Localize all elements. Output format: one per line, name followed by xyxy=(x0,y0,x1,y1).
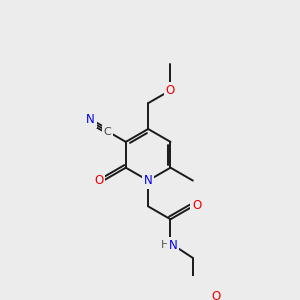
Text: N: N xyxy=(169,238,178,252)
Text: O: O xyxy=(94,174,104,187)
Text: O: O xyxy=(212,290,221,300)
Text: O: O xyxy=(192,199,201,212)
Text: H: H xyxy=(161,240,169,250)
Text: C: C xyxy=(104,127,112,137)
Text: O: O xyxy=(166,84,175,97)
Text: N: N xyxy=(86,113,95,126)
Text: N: N xyxy=(144,174,152,187)
